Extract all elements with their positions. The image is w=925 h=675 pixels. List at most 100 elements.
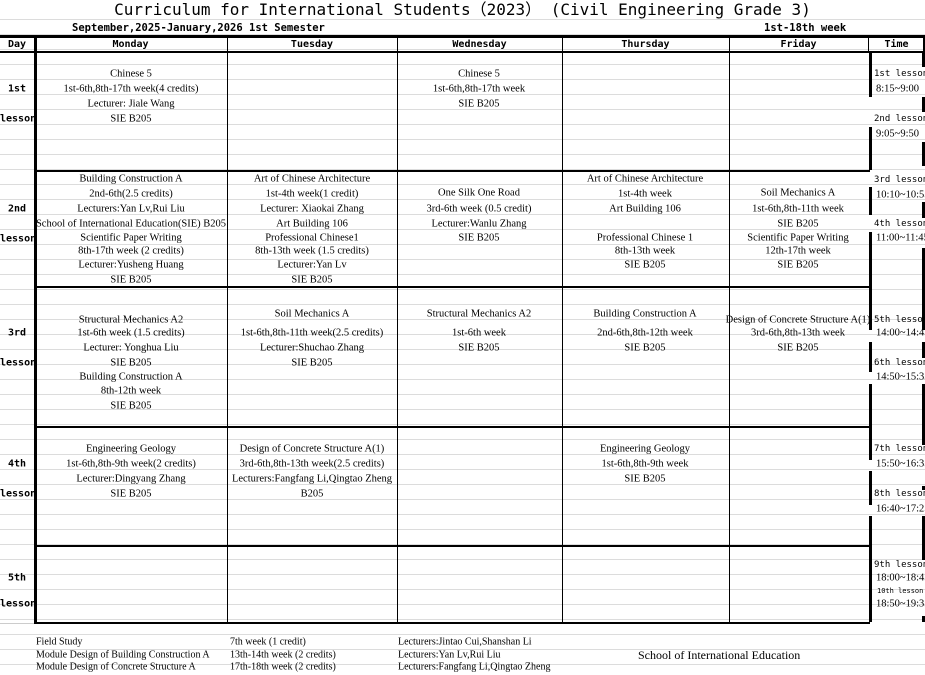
lesson-label: lesson: [0, 233, 34, 245]
course-cell-line: 12th-17th week: [765, 245, 831, 257]
course-cell-line: Building Construction A: [79, 371, 183, 383]
lesson-time: 14:00~14:45: [876, 327, 925, 339]
column-divider: [227, 36, 228, 623]
course-cell-line: SIE B205: [458, 232, 500, 244]
course-cell-line: Lecturer:Yusheng Huang: [78, 259, 184, 271]
lesson-time: 9:05~9:50: [876, 128, 920, 140]
course-cell-line: SIE B205: [777, 218, 819, 230]
time-divider: [922, 97, 925, 112]
time-divider: [922, 516, 925, 560]
column-divider: [729, 36, 730, 623]
course-cell-line: School of International Education(SIE) B…: [35, 218, 227, 230]
course-cell-line: 1st-4th week(1 credit): [265, 188, 359, 200]
lesson-label: lesson: [0, 488, 34, 500]
lesson-number: 2nd lesson: [874, 114, 925, 124]
course-cell-line: 1st-4th week: [618, 188, 672, 200]
course-cell-line: Structural Mechanics A2: [426, 308, 532, 320]
course-cell-line: 8th-12th week: [100, 385, 162, 397]
course-cell-line: SIE B205: [110, 357, 152, 369]
lesson-time: 18:00~18:45: [876, 572, 925, 584]
footer-lecturers: Lecturers:Yan Lv,Rui Liu: [398, 649, 501, 661]
course-cell-line: 3rd-6th,8th-13th week(2.5 credits): [239, 458, 385, 470]
course-cell-line: 8th-13th week (1.5 credits): [255, 245, 369, 257]
course-cell-line: 2nd-6th,8th-12th week: [597, 327, 693, 339]
course-cell-line: Soil Mechanics A: [274, 308, 350, 320]
lesson-time: 15:50~16:35: [876, 458, 925, 470]
course-cell-line: 1st-6th,8th-17th week: [432, 83, 526, 95]
course-cell-line: SIE B205: [110, 400, 152, 412]
course-cell-line: SIE B205: [110, 488, 152, 500]
course-cell-line: SIE B205: [458, 342, 500, 354]
time-divider: [922, 248, 925, 330]
day-label: 3rd: [8, 327, 27, 339]
course-cell-line: SIE B205: [110, 113, 152, 125]
course-cell-line: Lecturers:Fangfang Li,Qingtao Zheng: [231, 473, 393, 485]
school-name: School of International Education: [638, 648, 801, 662]
time-divider: [922, 142, 925, 166]
course-cell-line: 3rd-6th week (0.5 credit): [426, 203, 532, 215]
footer-course: Field Study: [36, 636, 83, 648]
column-divider: [923, 36, 925, 52]
course-cell-line: Lecturer: Jiale Wang: [87, 98, 175, 110]
lesson-number: 7th lesson: [874, 444, 925, 454]
header-monday: Monday: [112, 39, 149, 50]
column-divider: [34, 36, 37, 623]
course-cell-line: SIE B205: [624, 259, 666, 271]
lesson-number: 8th lesson: [874, 489, 925, 499]
course-cell-line: 1st-6th,8th-11th week: [752, 203, 844, 215]
course-cell-line: 1st-6th,8th-11th week(2.5 credits): [240, 327, 384, 339]
header-day: Day: [7, 39, 27, 50]
course-cell-line: Engineering Geology: [599, 443, 691, 455]
block-divider: [34, 545, 870, 547]
course-cell-line: Structural Mechanics A2: [78, 314, 184, 326]
footer-weeks: 17th-18th week (2 credits): [230, 661, 336, 673]
footer-lecturers: Lecturers:Fangfang Li,Qingtao Zheng: [398, 661, 551, 673]
column-divider: [562, 36, 563, 623]
day-label: 5th: [8, 572, 27, 584]
course-cell-line: Soil Mechanics A: [760, 187, 836, 199]
course-cell-line: Art Building 106: [609, 203, 681, 215]
lesson-number: 5th lesson: [874, 315, 925, 325]
course-cell-line: 3rd-6th,8th-13th week: [751, 327, 845, 339]
course-cell-line: Art Building 106: [276, 218, 348, 230]
course-cell-line: 1st-6th week: [452, 327, 506, 339]
lesson-time: 16:40~17:25: [876, 503, 925, 515]
course-cell-line: SIE B205: [458, 98, 500, 110]
course-cell-line: 1st-6th,8th-9th week: [601, 458, 689, 470]
time-divider: [922, 616, 925, 622]
course-cell-line: Design of Concrete Structure A(1): [725, 314, 871, 326]
time-divider: [922, 52, 925, 67]
course-cell-line: Building Construction A: [593, 308, 697, 320]
lesson-time: 8:15~9:00: [876, 83, 920, 95]
time-divider: [922, 342, 925, 358]
column-divider: [868, 36, 869, 52]
header-tuesday: Tuesday: [290, 39, 334, 50]
header-thursday: Thursday: [621, 39, 670, 50]
course-cell-line: Lecturer:Dingyang Zhang: [76, 473, 186, 485]
course-cell-line: Lecturer:Wanlu Zhang: [431, 218, 527, 230]
course-cell-line: Design of Concrete Structure A(1): [239, 443, 385, 455]
course-cell-line: SIE B205: [624, 473, 666, 485]
course-cell-line: Building Construction A: [79, 173, 183, 185]
course-cell-line: B205: [300, 488, 324, 500]
course-cell-line: Scientific Paper Writing: [747, 232, 849, 244]
day-label: 1st: [8, 83, 27, 95]
course-cell-line: Lecturers:Yan Lv,Rui Liu: [77, 203, 185, 215]
lesson-time: 11:00~11:45: [876, 232, 925, 244]
day-label: 2nd: [8, 203, 27, 215]
course-cell-line: Art of Chinese Architecture: [586, 173, 704, 185]
day-label: 4th: [8, 458, 27, 470]
footer-course: Module Design of Building Construction A: [36, 649, 210, 661]
lesson-time: 14:50~15:35: [876, 371, 925, 383]
lesson-label: lesson: [0, 357, 34, 369]
course-cell-line: Professional Chinese1: [265, 232, 359, 244]
course-cell-line: SIE B205: [777, 342, 819, 354]
time-divider: [869, 187, 872, 215]
block-divider: [34, 170, 870, 172]
header-time: Time: [884, 39, 909, 50]
weeks-label: 1st-18th week: [764, 22, 847, 34]
time-divider: [869, 342, 872, 372]
course-cell-line: 2nd-6th(2.5 credits): [89, 188, 173, 200]
lesson-number: 4th lesson: [874, 219, 925, 229]
